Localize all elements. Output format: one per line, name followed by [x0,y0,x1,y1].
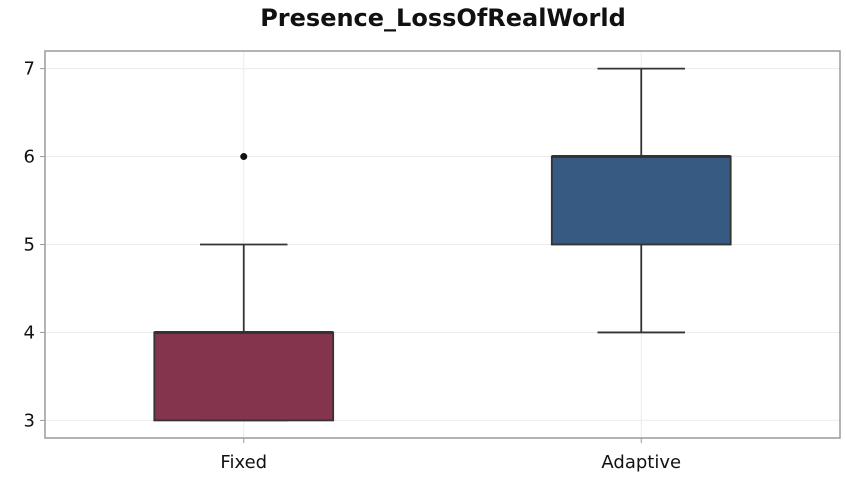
chart-title: Presence_LossOfRealWorld [260,4,626,32]
box-fixed [153,153,335,422]
box-adaptive [550,67,732,334]
outlier-point [240,153,248,161]
y-tick-label: 4 [24,322,35,343]
y-tick-label: 5 [24,235,35,256]
y-tick-label: 7 [24,59,35,80]
box-series [153,67,732,422]
y-axis-ticks: 3 4 5 6 7 [24,59,45,431]
x-tick-label: Fixed [220,452,267,473]
x-tick-label: Adaptive [601,452,681,473]
x-axis-ticks: Fixed Adaptive [220,438,681,473]
box-body [153,331,335,422]
y-tick-label: 6 [24,147,35,168]
box-body [550,155,732,246]
y-tick-label: 3 [24,410,35,431]
